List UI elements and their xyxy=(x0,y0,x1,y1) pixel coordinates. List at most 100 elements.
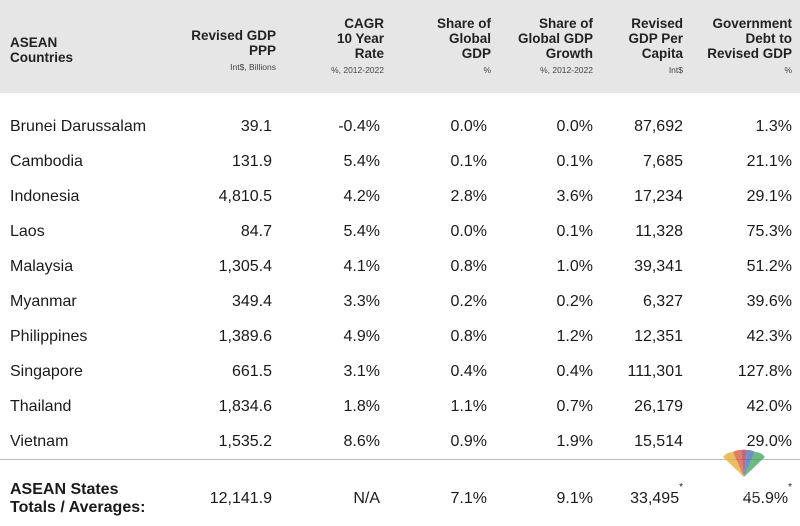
cagr-value: 8.6% xyxy=(343,433,380,450)
table-row: Cambodia 131.9 5.4% 0.1% 0.1% 7,685 21.1… xyxy=(0,144,800,179)
gdp-value: 1,535.2 xyxy=(218,433,272,450)
debt-value: 42.3% xyxy=(746,328,792,345)
cagr-value: 4.2% xyxy=(343,188,380,205)
debt-value: 29.0% xyxy=(746,433,792,450)
cagr-value: 3.1% xyxy=(343,363,380,380)
table-row: Thailand 1,834.6 1.8% 1.1% 0.7% 26,179 4… xyxy=(0,389,800,424)
per-capita-value: 7,685 xyxy=(642,153,683,170)
growth-value: 1.2% xyxy=(556,328,593,345)
debt-value: 29.1% xyxy=(746,188,792,205)
totals-label: ASEAN States Totals / Averages: xyxy=(10,481,146,516)
country-name: Thailand xyxy=(10,398,72,415)
country-name: Cambodia xyxy=(10,153,83,170)
totals-per-capita: 33,495* xyxy=(630,481,683,517)
share-value: 0.8% xyxy=(450,328,487,345)
header-cagr: CAGR 10 Year Rate %, 2012-2022 xyxy=(331,16,384,75)
growth-value: 0.1% xyxy=(556,223,593,240)
per-capita-value: 17,234 xyxy=(634,188,683,205)
debt-value: 51.2% xyxy=(746,258,792,275)
debt-value: 75.3% xyxy=(746,223,792,240)
watermark-brand: CNBC xyxy=(727,479,761,491)
cagr-value: 5.4% xyxy=(343,153,380,170)
table-row: Myanmar 349.4 3.3% 0.2% 0.2% 6,327 39.6% xyxy=(0,284,800,319)
header-share-global-growth: Share of Global GDP Growth %, 2012-2022 xyxy=(517,16,593,75)
cnbc-indonesia-watermark: CNBC INDONESIA xyxy=(713,449,775,501)
totals-gdp: 12,141.9 xyxy=(209,490,272,507)
growth-value: 0.7% xyxy=(556,398,593,415)
gdp-value: 1,834.6 xyxy=(218,398,272,415)
share-value: 0.0% xyxy=(450,118,487,135)
growth-value: 1.9% xyxy=(556,433,593,450)
gdp-value: 4,810.5 xyxy=(218,188,272,205)
growth-value: 0.2% xyxy=(556,293,593,310)
table-row: Laos 84.7 5.4% 0.0% 0.1% 11,328 75.3% xyxy=(0,214,800,249)
table-row: Malaysia 1,305.4 4.1% 0.8% 1.0% 39,341 5… xyxy=(0,249,800,284)
totals-cagr: N/A xyxy=(353,490,380,507)
country-name: Singapore xyxy=(10,363,83,380)
debt-value: 39.6% xyxy=(746,293,792,310)
table-row: Brunei Darussalam 39.1 -0.4% 0.0% 0.0% 8… xyxy=(0,109,800,144)
debt-value: 1.3% xyxy=(755,118,792,135)
share-value: 0.2% xyxy=(450,293,487,310)
debt-value: 127.8% xyxy=(737,363,792,380)
footnote-marker: * xyxy=(679,482,683,493)
growth-value: 0.1% xyxy=(556,153,593,170)
share-value: 0.1% xyxy=(450,153,487,170)
per-capita-value: 39,341 xyxy=(634,258,683,275)
totals-share: 7.1% xyxy=(450,490,487,507)
cagr-value: 1.8% xyxy=(343,398,380,415)
table-row: Indonesia 4,810.5 4.2% 2.8% 3.6% 17,234 … xyxy=(0,179,800,214)
growth-value: 0.4% xyxy=(556,363,593,380)
totals-per-capita-value: 33,495 xyxy=(630,490,680,507)
header-gdp-per-capita: Revised GDP Per Capita Int$ xyxy=(628,16,683,75)
totals-divider xyxy=(0,459,800,460)
debt-value: 42.0% xyxy=(746,398,792,415)
totals-debt: 45.9%* xyxy=(743,481,792,517)
cagr-value: 4.9% xyxy=(343,328,380,345)
totals-debt-value: 45.9% xyxy=(742,490,789,507)
gdp-value: 1,305.4 xyxy=(218,258,272,275)
cagr-value: 3.3% xyxy=(343,293,380,310)
watermark-sub: INDONESIA xyxy=(727,492,761,498)
footnote-marker: * xyxy=(788,482,792,493)
growth-value: 1.0% xyxy=(556,258,593,275)
per-capita-value: 26,179 xyxy=(634,398,683,415)
cagr-value: -0.4% xyxy=(338,118,380,135)
cagr-value: 4.1% xyxy=(343,258,380,275)
per-capita-value: 11,328 xyxy=(635,223,683,240)
debt-value: 21.1% xyxy=(746,153,792,170)
table-row: Singapore 661.5 3.1% 0.4% 0.4% 111,301 1… xyxy=(0,354,800,389)
growth-value: 0.0% xyxy=(556,118,593,135)
growth-value: 3.6% xyxy=(556,188,593,205)
share-value: 0.0% xyxy=(450,223,487,240)
gdp-value: 1,389.6 xyxy=(218,328,272,345)
share-value: 2.8% xyxy=(450,188,487,205)
country-name: Laos xyxy=(10,223,45,240)
header-share-global-gdp: Share of Global GDP % xyxy=(436,16,491,75)
country-name: Philippines xyxy=(10,328,88,345)
per-capita-value: 12,351 xyxy=(634,328,683,345)
table-row: Vietnam 1,535.2 8.6% 0.9% 1.9% 15,514 29… xyxy=(0,424,800,459)
table-header: ASEAN Countries Revised GDP PPP Int$, Bi… xyxy=(0,0,800,93)
country-name: Indonesia xyxy=(10,188,80,205)
per-capita-value: 111,301 xyxy=(627,363,683,380)
country-name: Malaysia xyxy=(10,258,74,275)
country-name: Vietnam xyxy=(10,433,69,450)
header-government-debt: Government Debt to Revised GDP % xyxy=(707,16,792,75)
gdp-value: 39.1 xyxy=(240,118,272,135)
share-value: 0.8% xyxy=(450,258,487,275)
per-capita-value: 87,692 xyxy=(634,118,683,135)
share-value: 0.4% xyxy=(450,363,487,380)
gdp-value: 349.4 xyxy=(231,293,272,310)
share-value: 0.9% xyxy=(450,433,487,450)
gdp-value: 84.7 xyxy=(240,223,272,240)
totals-growth: 9.1% xyxy=(556,490,593,507)
cagr-value: 5.4% xyxy=(343,223,380,240)
gdp-value: 131.9 xyxy=(231,153,272,170)
peacock-logo-icon xyxy=(723,449,765,477)
header-countries: ASEAN Countries xyxy=(10,35,74,65)
country-name: Myanmar xyxy=(10,293,77,310)
gdp-value: 661.5 xyxy=(231,363,272,380)
country-name: Brunei Darussalam xyxy=(10,118,147,135)
